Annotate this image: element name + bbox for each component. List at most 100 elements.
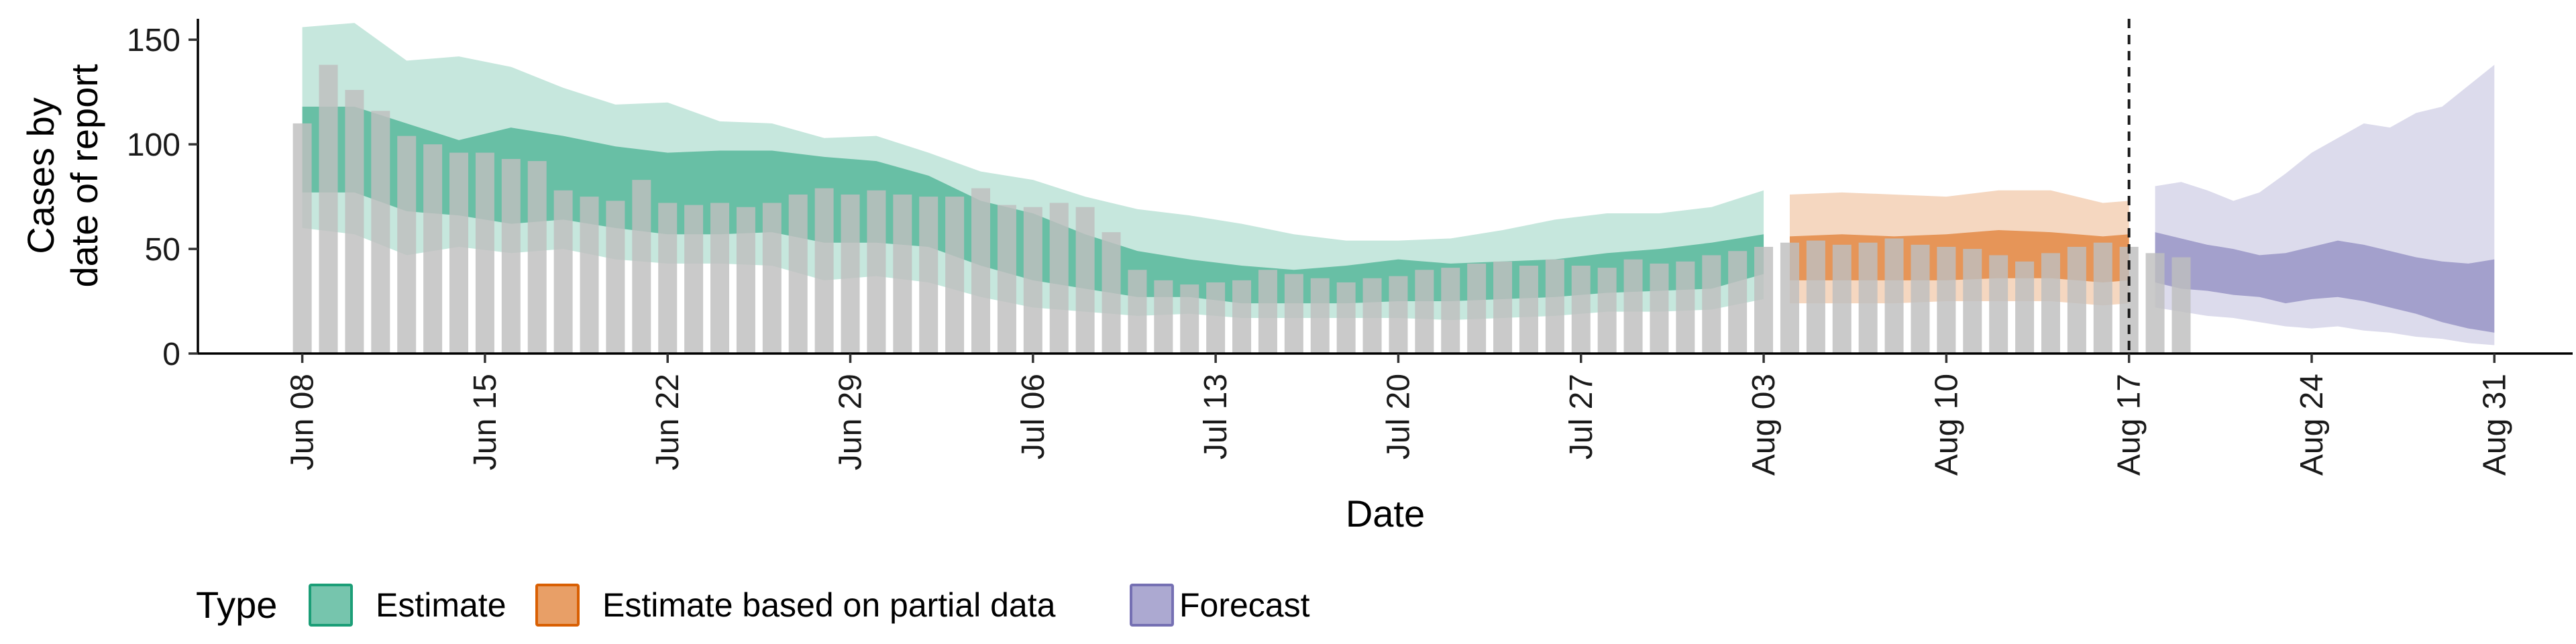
bar-day-42 — [1389, 276, 1408, 354]
bar-day-17 — [736, 207, 755, 354]
bar-day-23 — [893, 194, 912, 354]
bar-day-5 — [423, 144, 443, 354]
legend-label-estimate: Estimate — [376, 586, 506, 624]
bar-day-40 — [1336, 282, 1356, 354]
bar-day-67 — [2041, 253, 2060, 354]
y-axis-title-line-1: Cases by — [19, 97, 62, 254]
x-tick-label-jun-08: Jun 08 — [285, 374, 321, 470]
x-tick-label-jul-20: Jul 20 — [1381, 374, 1416, 460]
y-tick-labels: 0 50 100 150 — [127, 23, 180, 372]
bar-day-36 — [1232, 280, 1252, 354]
y-tick-label-50: 50 — [145, 232, 180, 268]
bar-day-58 — [1806, 240, 1825, 354]
bar-day-15 — [684, 205, 704, 354]
y-tick-label-0: 0 — [162, 337, 180, 372]
legend-title: Type — [196, 584, 277, 626]
bar-day-72 — [2171, 257, 2191, 354]
bar-day-9 — [527, 161, 547, 354]
legend-label-forecast: Forecast — [1179, 586, 1310, 624]
bar-day-65 — [1989, 255, 2008, 354]
bar-day-21 — [841, 194, 860, 354]
bar-day-57 — [1780, 242, 1799, 354]
band-50-forecast — [2155, 232, 2495, 333]
legend-swatch-forecast — [1130, 584, 1174, 627]
bar-day-29 — [1049, 203, 1069, 354]
bar-day-14 — [658, 203, 678, 354]
bar-day-44 — [1441, 268, 1460, 354]
bar-day-61 — [1884, 238, 1904, 354]
bar-day-45 — [1467, 263, 1487, 354]
x-tick-label-jun-15: Jun 15 — [468, 374, 503, 470]
bar-day-56 — [1754, 246, 1774, 354]
x-tick-label-aug-24: Aug 24 — [2294, 374, 2330, 476]
x-tick-label-aug-03: Aug 03 — [1746, 374, 1782, 476]
x-tick-label-aug-31: Aug 31 — [2477, 374, 2512, 476]
legend-swatch-partial — [535, 584, 580, 627]
bar-day-24 — [919, 197, 938, 354]
bar-day-39 — [1310, 278, 1330, 354]
bar-day-2 — [345, 90, 364, 354]
bar-day-38 — [1284, 274, 1303, 354]
x-tick-label-jun-22: Jun 22 — [650, 374, 686, 470]
bar-day-12 — [606, 201, 625, 354]
bar-day-47 — [1519, 266, 1538, 354]
bar-day-50 — [1597, 268, 1617, 354]
bar-day-22 — [867, 190, 886, 354]
legend-label-partial: Estimate based on partial data — [602, 586, 1056, 624]
bar-day-20 — [814, 188, 834, 354]
band-50-estimate — [302, 106, 1764, 304]
bar-day-13 — [632, 180, 651, 354]
bar-day-18 — [762, 203, 782, 354]
bar-day-30 — [1075, 207, 1095, 354]
x-tick-label-jun-29: Jun 29 — [833, 374, 869, 470]
bar-day-55 — [1728, 251, 1748, 354]
x-tick-label-aug-10: Aug 10 — [1929, 374, 1964, 476]
bar-day-0 — [292, 123, 312, 354]
bar-day-68 — [2067, 246, 2086, 354]
x-tick-labels: Jun 08 Jun 15 Jun 22 Jun 29 Jul 06 Jul 13 Jul … — [285, 374, 2513, 476]
bar-day-69 — [2093, 242, 2112, 354]
bar-day-10 — [553, 190, 573, 354]
bar-day-59 — [1832, 244, 1851, 354]
y-axis-title-line-2: date of report — [63, 64, 105, 288]
bar-day-51 — [1623, 259, 1643, 354]
bar-day-43 — [1415, 270, 1434, 354]
bar-day-19 — [788, 194, 808, 354]
bar-day-71 — [2145, 253, 2165, 354]
y-tick-label-150: 150 — [127, 23, 180, 58]
bar-day-34 — [1180, 284, 1199, 354]
bar-day-27 — [997, 205, 1016, 354]
bar-day-25 — [945, 197, 965, 354]
bar-day-6 — [449, 152, 469, 354]
bar-day-26 — [971, 188, 991, 354]
axes — [189, 19, 2573, 363]
reported-case-bars — [292, 64, 2191, 354]
x-tick-label-aug-17: Aug 17 — [2112, 374, 2147, 476]
bar-day-8 — [501, 158, 521, 354]
bar-day-54 — [1702, 255, 1721, 354]
legend: Type Estimate Estimate based on partial … — [196, 584, 1310, 627]
bar-day-63 — [1937, 246, 1956, 354]
bar-day-62 — [1911, 244, 1930, 354]
x-tick-label-jul-13: Jul 13 — [1198, 374, 1234, 460]
bar-day-32 — [1128, 270, 1147, 354]
bar-day-49 — [1571, 266, 1591, 354]
bar-day-33 — [1154, 280, 1173, 354]
bar-day-46 — [1493, 261, 1513, 354]
bar-day-60 — [1858, 242, 1878, 354]
bar-day-52 — [1650, 263, 1669, 354]
bar-day-4 — [397, 136, 417, 354]
bar-day-48 — [1545, 259, 1564, 354]
bar-day-7 — [475, 152, 494, 354]
y-tick-label-100: 100 — [127, 127, 180, 163]
x-axis-title: Date — [1346, 492, 1425, 535]
x-tick-label-jul-27: Jul 27 — [1564, 374, 1599, 460]
bar-day-37 — [1258, 270, 1277, 354]
bar-day-16 — [710, 203, 730, 354]
bar-day-31 — [1102, 232, 1121, 354]
bar-day-1 — [319, 64, 338, 354]
x-tick-label-jul-06: Jul 06 — [1016, 374, 1051, 460]
bar-day-53 — [1676, 261, 1695, 354]
legend-swatch-estimate — [309, 584, 353, 627]
